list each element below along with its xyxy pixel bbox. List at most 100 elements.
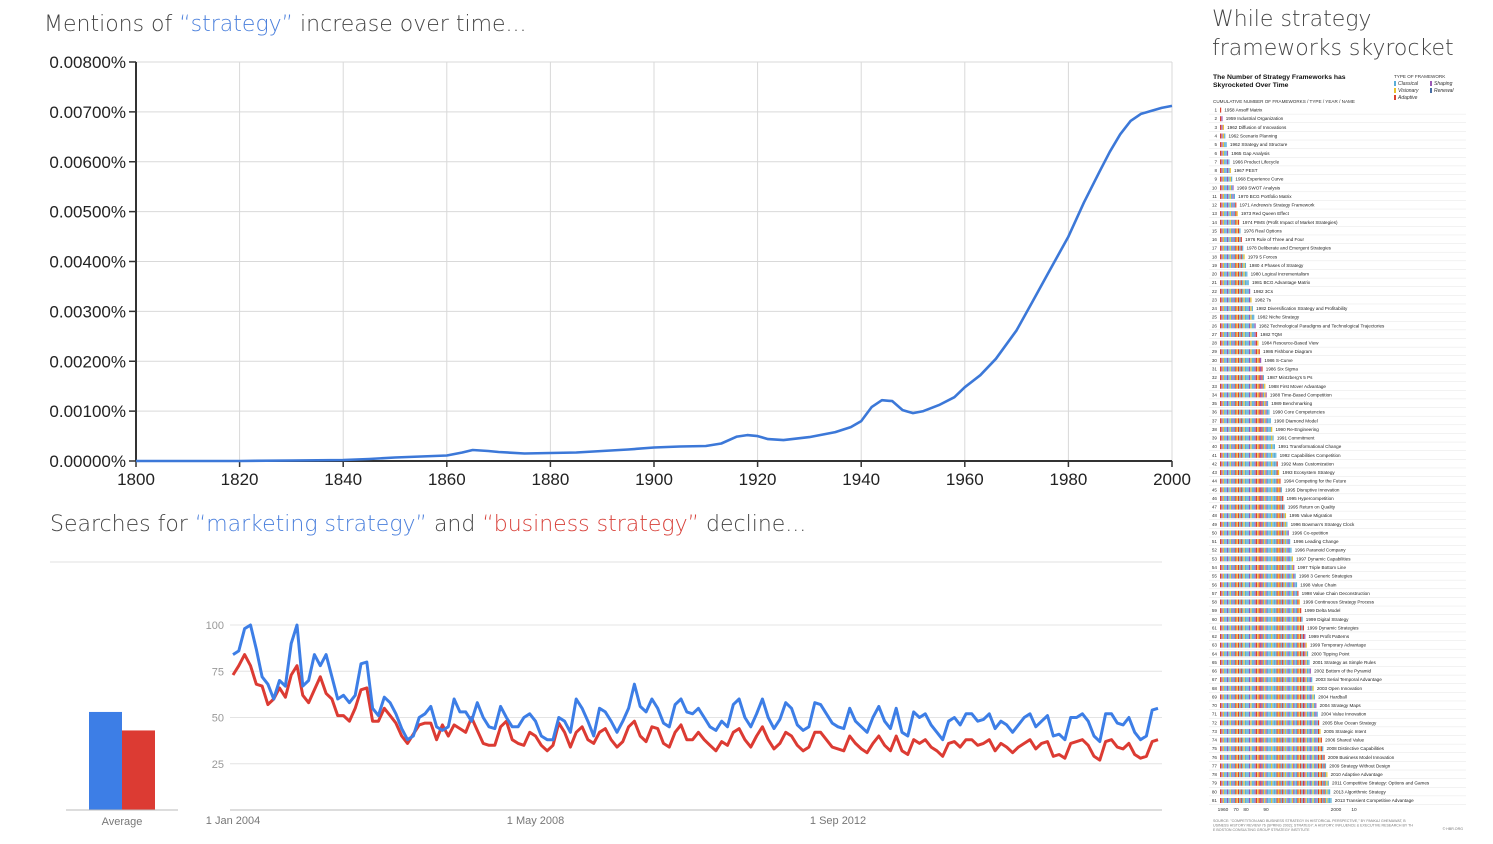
framework-segment <box>1280 780 1282 786</box>
framework-segment <box>1226 262 1229 268</box>
framework-segment <box>1225 789 1227 795</box>
framework-segment <box>1257 530 1259 536</box>
framework-segment <box>1239 288 1241 294</box>
framework-segment <box>1229 426 1231 432</box>
framework-segment <box>1246 426 1248 432</box>
framework-segment <box>1253 737 1255 743</box>
framework-segment <box>1301 780 1303 786</box>
framework-segment <box>1262 401 1264 407</box>
framework-segment <box>1243 366 1245 372</box>
framework-segment <box>1262 383 1264 389</box>
framework-segment <box>1266 642 1269 648</box>
framework-segment <box>1221 487 1223 493</box>
framework-segment <box>1229 556 1231 562</box>
framework-segment <box>1260 470 1262 476</box>
framework-segment <box>1247 763 1249 769</box>
framework-segment <box>1293 720 1295 726</box>
framework-segment <box>1247 470 1249 476</box>
framework-segment <box>1254 556 1256 562</box>
framework-segment <box>1232 288 1234 294</box>
framework-segment <box>1254 616 1256 622</box>
framework-segment <box>1239 763 1241 769</box>
framework-segment <box>1269 754 1271 760</box>
framework-segment <box>1295 668 1298 674</box>
framework-segment <box>1221 694 1223 700</box>
framework-segment <box>1244 288 1247 294</box>
framework-segment <box>1258 728 1260 734</box>
framework-segment <box>1226 444 1229 450</box>
framework-segment <box>1264 634 1266 640</box>
framework-segment <box>1242 651 1244 657</box>
framework-segment <box>1225 211 1227 217</box>
framework-segment <box>1265 659 1267 665</box>
row-number: 71 <box>1212 712 1218 717</box>
framework-segment <box>1316 763 1318 769</box>
framework-segment <box>1232 659 1234 665</box>
framework-segment <box>1268 634 1270 640</box>
framework-segment <box>1326 780 1328 786</box>
framework-segment <box>1222 383 1224 389</box>
framework-segment <box>1226 703 1229 709</box>
row-number: 27 <box>1212 332 1218 337</box>
framework-segment <box>1246 306 1248 312</box>
framework-segment <box>1220 245 1222 251</box>
framework-segment <box>1264 659 1266 665</box>
framework-segment <box>1253 530 1255 536</box>
framework-segment <box>1239 375 1241 381</box>
framework-segment <box>1231 219 1233 225</box>
framework-segment <box>1246 798 1248 803</box>
framework-segment <box>1246 288 1248 294</box>
framework-segment <box>1228 452 1230 458</box>
framework-segment <box>1255 530 1258 536</box>
framework-segment <box>1279 651 1281 657</box>
framework-segment <box>1284 720 1287 726</box>
framework-segment <box>1250 513 1252 519</box>
framework-segment <box>1257 521 1259 527</box>
framework-segment <box>1242 694 1244 700</box>
framework-segment <box>1226 651 1229 657</box>
framework-segment <box>1237 262 1240 268</box>
framework-segment <box>1231 694 1233 700</box>
framework-segment <box>1248 297 1251 303</box>
framework-segment <box>1237 245 1240 251</box>
framework-segment <box>1228 556 1230 562</box>
framework-segment <box>1269 616 1271 622</box>
framework-segment <box>1260 461 1262 467</box>
framework-segment <box>1251 409 1253 415</box>
framework-segment <box>1268 530 1270 536</box>
framework-segment <box>1248 323 1251 329</box>
framework-segment <box>1233 556 1235 562</box>
framework-segment <box>1284 573 1287 579</box>
framework-segment <box>1232 245 1234 251</box>
framework-segment <box>1247 487 1249 493</box>
framework-segment <box>1305 668 1307 674</box>
framework-segment <box>1280 694 1282 700</box>
framework-segment <box>1290 677 1292 683</box>
framework-segment <box>1275 590 1277 596</box>
framework-segment <box>1279 634 1281 640</box>
framework-segment <box>1246 470 1248 476</box>
framework-segment <box>1240 659 1242 665</box>
framework-segment <box>1237 331 1240 337</box>
framework-segment <box>1236 392 1238 398</box>
framework-segment <box>1231 737 1233 743</box>
framework-segment <box>1272 642 1274 648</box>
row-number: 26 <box>1212 323 1218 328</box>
framework-segment <box>1254 668 1256 674</box>
framework-segment <box>1287 728 1289 734</box>
framework-segment <box>1313 720 1316 726</box>
framework-segment <box>1235 694 1237 700</box>
framework-segment <box>1298 625 1300 631</box>
framework-segment <box>1286 780 1288 786</box>
framework-segment <box>1305 798 1307 803</box>
framework-segment <box>1275 798 1277 803</box>
framework-segment <box>1224 659 1226 665</box>
framework-segment <box>1286 608 1288 614</box>
framework-segment <box>1254 392 1256 398</box>
framework-label: 1962 Strategy and Structure <box>1230 142 1288 147</box>
framework-segment <box>1316 720 1318 726</box>
framework-segment <box>1221 392 1223 398</box>
framework-segment <box>1235 340 1237 346</box>
framework-segment <box>1293 608 1295 614</box>
framework-segment <box>1242 780 1244 786</box>
